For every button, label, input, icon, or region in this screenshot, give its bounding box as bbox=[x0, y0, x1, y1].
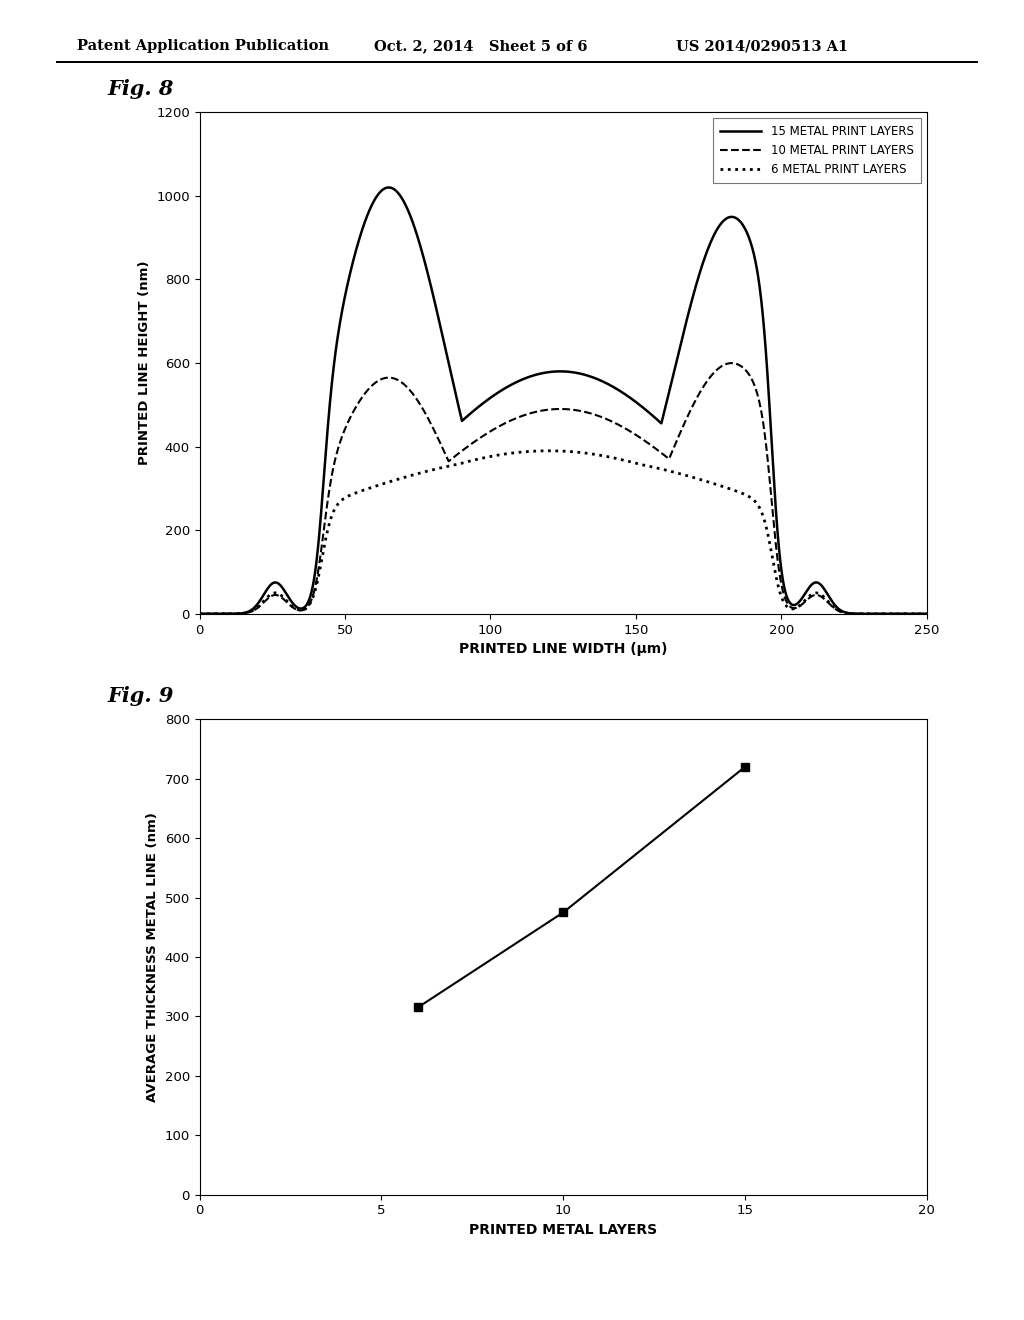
Text: US 2014/0290513 A1: US 2014/0290513 A1 bbox=[676, 40, 848, 53]
X-axis label: PRINTED METAL LAYERS: PRINTED METAL LAYERS bbox=[469, 1222, 657, 1237]
Text: Fig. 8: Fig. 8 bbox=[108, 79, 174, 99]
X-axis label: PRINTED LINE WIDTH (μm): PRINTED LINE WIDTH (μm) bbox=[459, 642, 668, 656]
Y-axis label: AVERAGE THICKNESS METAL LINE (nm): AVERAGE THICKNESS METAL LINE (nm) bbox=[146, 812, 159, 1102]
Text: Oct. 2, 2014   Sheet 5 of 6: Oct. 2, 2014 Sheet 5 of 6 bbox=[374, 40, 587, 53]
Legend: 15 METAL PRINT LAYERS, 10 METAL PRINT LAYERS, 6 METAL PRINT LAYERS: 15 METAL PRINT LAYERS, 10 METAL PRINT LA… bbox=[713, 117, 921, 183]
Text: Fig. 9: Fig. 9 bbox=[108, 686, 174, 706]
Y-axis label: PRINTED LINE HEIGHT (nm): PRINTED LINE HEIGHT (nm) bbox=[137, 261, 151, 465]
Text: Patent Application Publication: Patent Application Publication bbox=[77, 40, 329, 53]
